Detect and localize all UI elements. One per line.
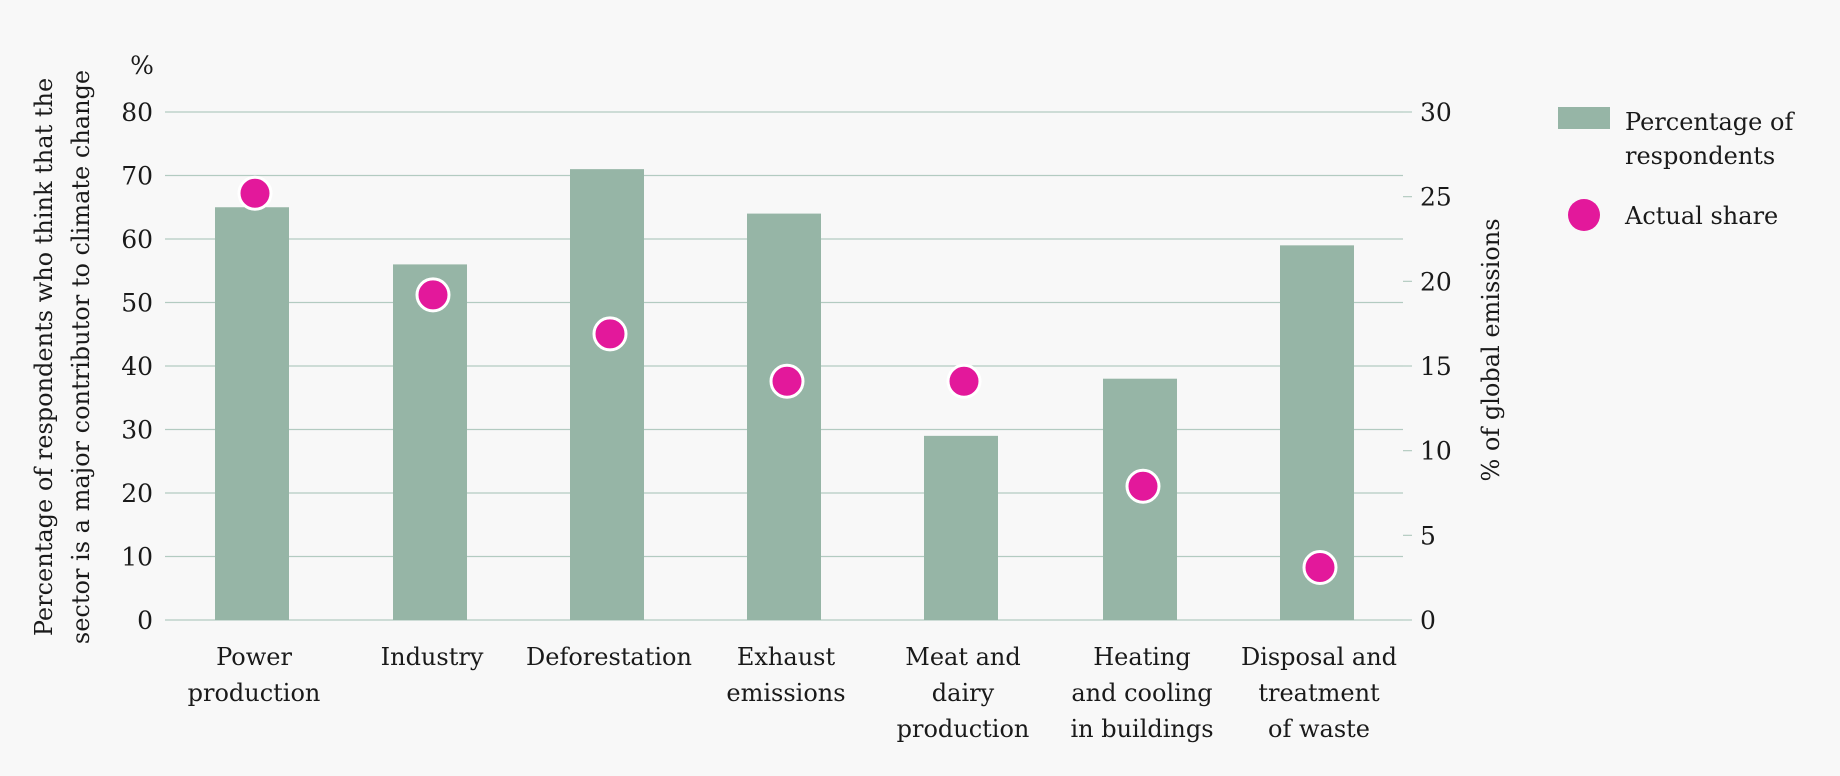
left-tick-label: 20	[121, 479, 153, 508]
left-axis-unit: %	[130, 51, 154, 80]
category-labels: Power production Industry Deforestation Exha…	[188, 643, 1397, 743]
left-axis-title-line: sector is a major contributor to climate…	[67, 70, 95, 644]
category-label: dairy	[932, 679, 995, 707]
category-label: production	[897, 715, 1030, 743]
category-label: Deforestation	[526, 643, 692, 671]
category-label: Industry	[381, 643, 484, 671]
dot	[592, 316, 628, 352]
legend-dot-swatch	[1568, 199, 1600, 231]
right-tick-label: 10	[1420, 437, 1452, 466]
left-tick-label: 50	[121, 289, 153, 318]
right-tick-label: 25	[1420, 183, 1452, 212]
left-tick-label: 40	[121, 352, 153, 381]
right-axis-title: % of global emissions	[1477, 218, 1505, 481]
legend-label: Percentage of	[1625, 108, 1795, 136]
left-tick-label: 0	[137, 606, 153, 635]
dot	[946, 363, 982, 399]
legend: Percentage of respondents Actual share	[1558, 107, 1795, 231]
category-label: and cooling	[1071, 679, 1212, 707]
dot	[769, 363, 805, 399]
dot	[1302, 550, 1338, 586]
category-label: production	[188, 679, 321, 707]
legend-bar-swatch	[1558, 107, 1610, 129]
left-tick-label: 80	[121, 98, 153, 127]
right-axis: 0 5 10 15 20 25 30	[1403, 98, 1452, 635]
dot	[1125, 468, 1161, 504]
category-label: Power	[216, 643, 292, 671]
bar	[215, 207, 289, 620]
right-tick-label: 5	[1420, 521, 1436, 550]
left-tick-label: 70	[121, 162, 153, 191]
category-label: treatment	[1258, 679, 1380, 707]
dot-series	[237, 175, 1338, 586]
legend-label: Actual share	[1624, 202, 1778, 230]
left-tick-label: 30	[121, 416, 153, 445]
legend-label: respondents	[1625, 142, 1775, 170]
bar	[924, 435, 998, 620]
left-axis-title-line: Percentage of respondents who think that…	[30, 78, 58, 636]
category-label: Exhaust	[737, 643, 836, 671]
bar	[393, 264, 467, 620]
category-label: in buildings	[1070, 715, 1213, 743]
category-label: Heating	[1093, 643, 1191, 671]
bar	[570, 169, 644, 620]
category-label: of waste	[1268, 715, 1370, 743]
left-axis: % 0 10 20 30 40 50 60 70 80	[121, 51, 154, 635]
left-tick-label: 10	[121, 543, 153, 572]
right-tick-label: 0	[1420, 606, 1436, 635]
category-label: Meat and	[905, 643, 1021, 671]
right-tick-label: 15	[1420, 352, 1452, 381]
right-tick-label: 20	[1420, 267, 1452, 296]
bar	[747, 213, 821, 620]
left-tick-label: 60	[121, 225, 153, 254]
dot	[415, 277, 451, 313]
dot	[237, 175, 273, 211]
left-axis-title: Percentage of respondents who think that…	[30, 70, 95, 644]
category-label: Disposal and	[1241, 643, 1397, 671]
right-tick-label: 30	[1420, 98, 1452, 127]
category-label: emissions	[726, 679, 845, 707]
